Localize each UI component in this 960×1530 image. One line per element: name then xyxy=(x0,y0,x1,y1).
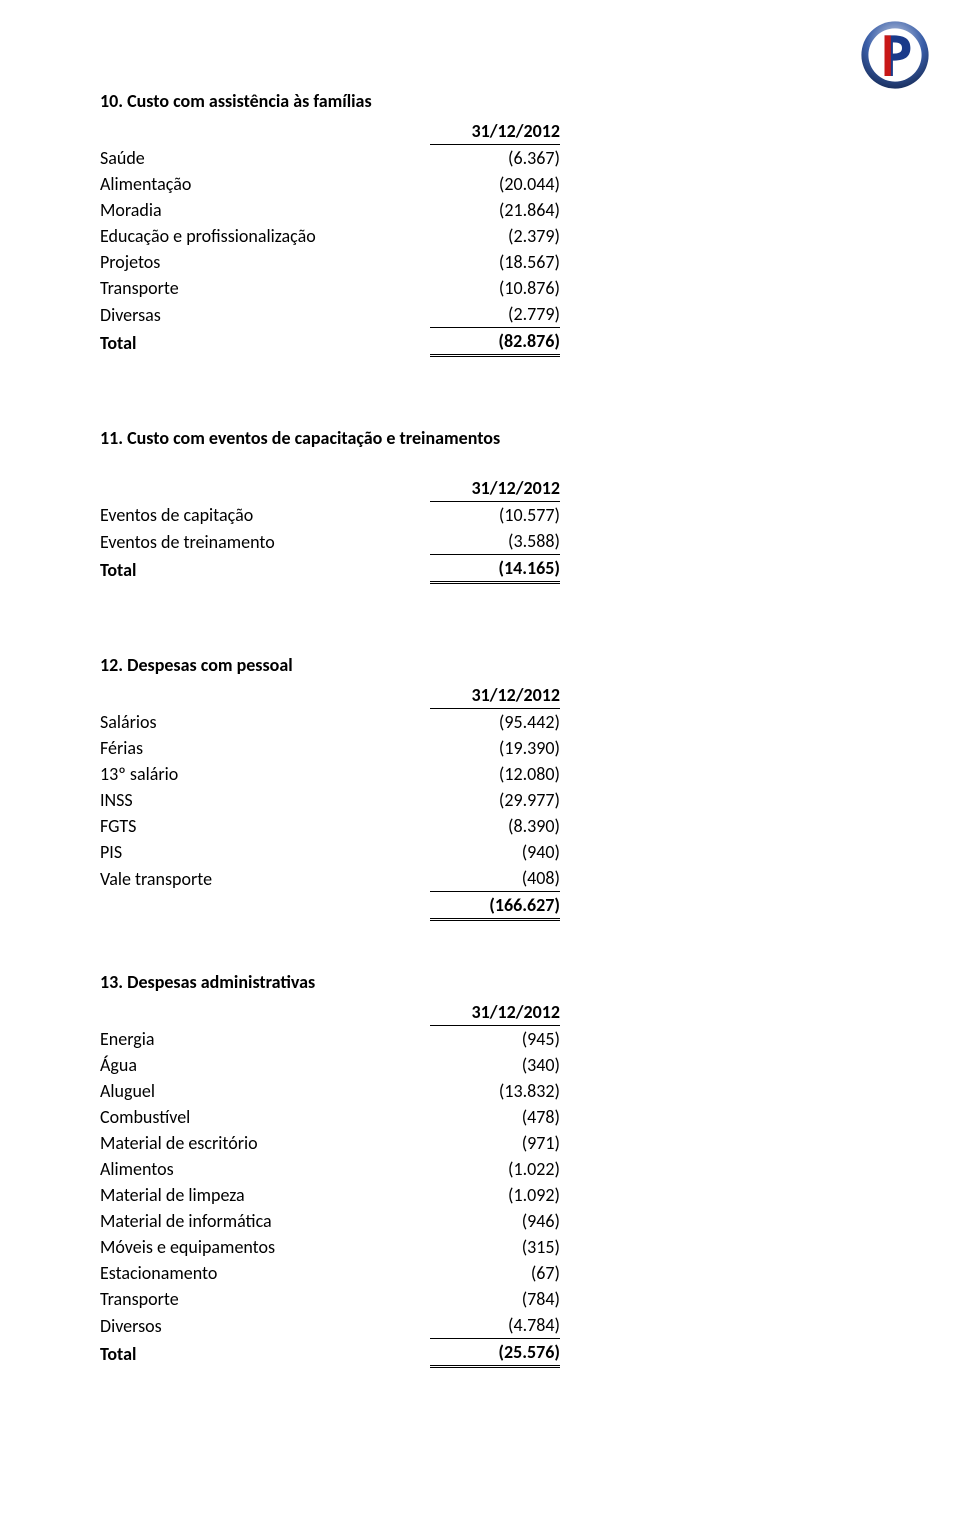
row-label: Material de escritório xyxy=(100,1130,430,1156)
row-label: FGTS xyxy=(100,813,430,839)
row-value: (1.022) xyxy=(430,1156,560,1182)
row-value: (4.784) xyxy=(430,1312,560,1339)
section-13-table: 31/12/2012 Energia(945) Água(340) Alugue… xyxy=(100,999,560,1368)
row-label: Energia xyxy=(100,1026,430,1053)
row-label: Água xyxy=(100,1052,430,1078)
row-value: (971) xyxy=(430,1130,560,1156)
row-value: (95.442) xyxy=(430,709,560,736)
row-label: Diversos xyxy=(100,1312,430,1339)
row-value: (67) xyxy=(430,1260,560,1286)
row-label: INSS xyxy=(100,787,430,813)
row-value: (13.832) xyxy=(430,1078,560,1104)
row-label: Férias xyxy=(100,735,430,761)
row-value: (1.092) xyxy=(430,1182,560,1208)
row-label: Aluguel xyxy=(100,1078,430,1104)
row-label: Diversas xyxy=(100,301,430,328)
row-label: Eventos de capitação xyxy=(100,502,430,529)
row-label: Educação e profissionalização xyxy=(100,223,430,249)
section-12-date: 31/12/2012 xyxy=(430,682,560,709)
row-value: (6.367) xyxy=(430,145,560,172)
row-value: (408) xyxy=(430,865,560,892)
section-11-date: 31/12/2012 xyxy=(430,475,560,502)
row-value: (29.977) xyxy=(430,787,560,813)
row-label: Vale transporte xyxy=(100,865,430,892)
row-value: (315) xyxy=(430,1234,560,1260)
row-value: (12.080) xyxy=(430,761,560,787)
total-label xyxy=(100,892,430,920)
total-value: (166.627) xyxy=(430,892,560,920)
section-10-date: 31/12/2012 xyxy=(430,118,560,145)
row-value: (945) xyxy=(430,1026,560,1053)
row-value: (20.044) xyxy=(430,171,560,197)
row-label: Salários xyxy=(100,709,430,736)
row-value: (21.864) xyxy=(430,197,560,223)
row-label: Móveis e equipamentos xyxy=(100,1234,430,1260)
total-value: (14.165) xyxy=(430,555,560,583)
row-label: Material de informática xyxy=(100,1208,430,1234)
row-value: (2.779) xyxy=(430,301,560,328)
row-value: (8.390) xyxy=(430,813,560,839)
row-label: Estacionamento xyxy=(100,1260,430,1286)
total-value: (25.576) xyxy=(430,1339,560,1367)
total-value: (82.876) xyxy=(430,328,560,356)
row-value: (940) xyxy=(430,839,560,865)
row-value: (3.588) xyxy=(430,528,560,555)
row-value: (19.390) xyxy=(430,735,560,761)
row-label: Material de limpeza xyxy=(100,1182,430,1208)
row-value: (946) xyxy=(430,1208,560,1234)
row-label: Projetos xyxy=(100,249,430,275)
row-value: (2.379) xyxy=(430,223,560,249)
section-10-title: 10. Custo com assistência às famílias xyxy=(100,90,860,112)
row-value: (478) xyxy=(430,1104,560,1130)
page: 10. Custo com assistência às famílias 31… xyxy=(0,0,960,1408)
row-label: Alimentos xyxy=(100,1156,430,1182)
row-label: Alimentação xyxy=(100,171,430,197)
row-value: (10.876) xyxy=(430,275,560,301)
section-12-title: 12. Despesas com pessoal xyxy=(100,654,860,676)
row-value: (784) xyxy=(430,1286,560,1312)
row-label: 13º salário xyxy=(100,761,430,787)
total-label: Total xyxy=(100,555,430,583)
section-13-title: 13. Despesas administrativas xyxy=(100,971,860,993)
row-label: Saúde xyxy=(100,145,430,172)
total-label: Total xyxy=(100,1339,430,1367)
section-10-table: 31/12/2012 Saúde(6.367) Alimentação(20.0… xyxy=(100,118,560,357)
row-label: Combustível xyxy=(100,1104,430,1130)
total-label: Total xyxy=(100,328,430,356)
section-11-table: 31/12/2012 Eventos de capitação(10.577) … xyxy=(100,475,560,584)
row-label: PIS xyxy=(100,839,430,865)
row-label: Transporte xyxy=(100,275,430,301)
section-11-title: 11. Custo com eventos de capacitação e t… xyxy=(100,427,860,449)
row-value: (340) xyxy=(430,1052,560,1078)
row-label: Transporte xyxy=(100,1286,430,1312)
row-label: Moradia xyxy=(100,197,430,223)
section-13-date: 31/12/2012 xyxy=(430,999,560,1026)
company-logo xyxy=(860,20,930,90)
row-value: (18.567) xyxy=(430,249,560,275)
row-value: (10.577) xyxy=(430,502,560,529)
row-label: Eventos de treinamento xyxy=(100,528,430,555)
section-12-table: 31/12/2012 Salários(95.442) Férias(19.39… xyxy=(100,682,560,921)
